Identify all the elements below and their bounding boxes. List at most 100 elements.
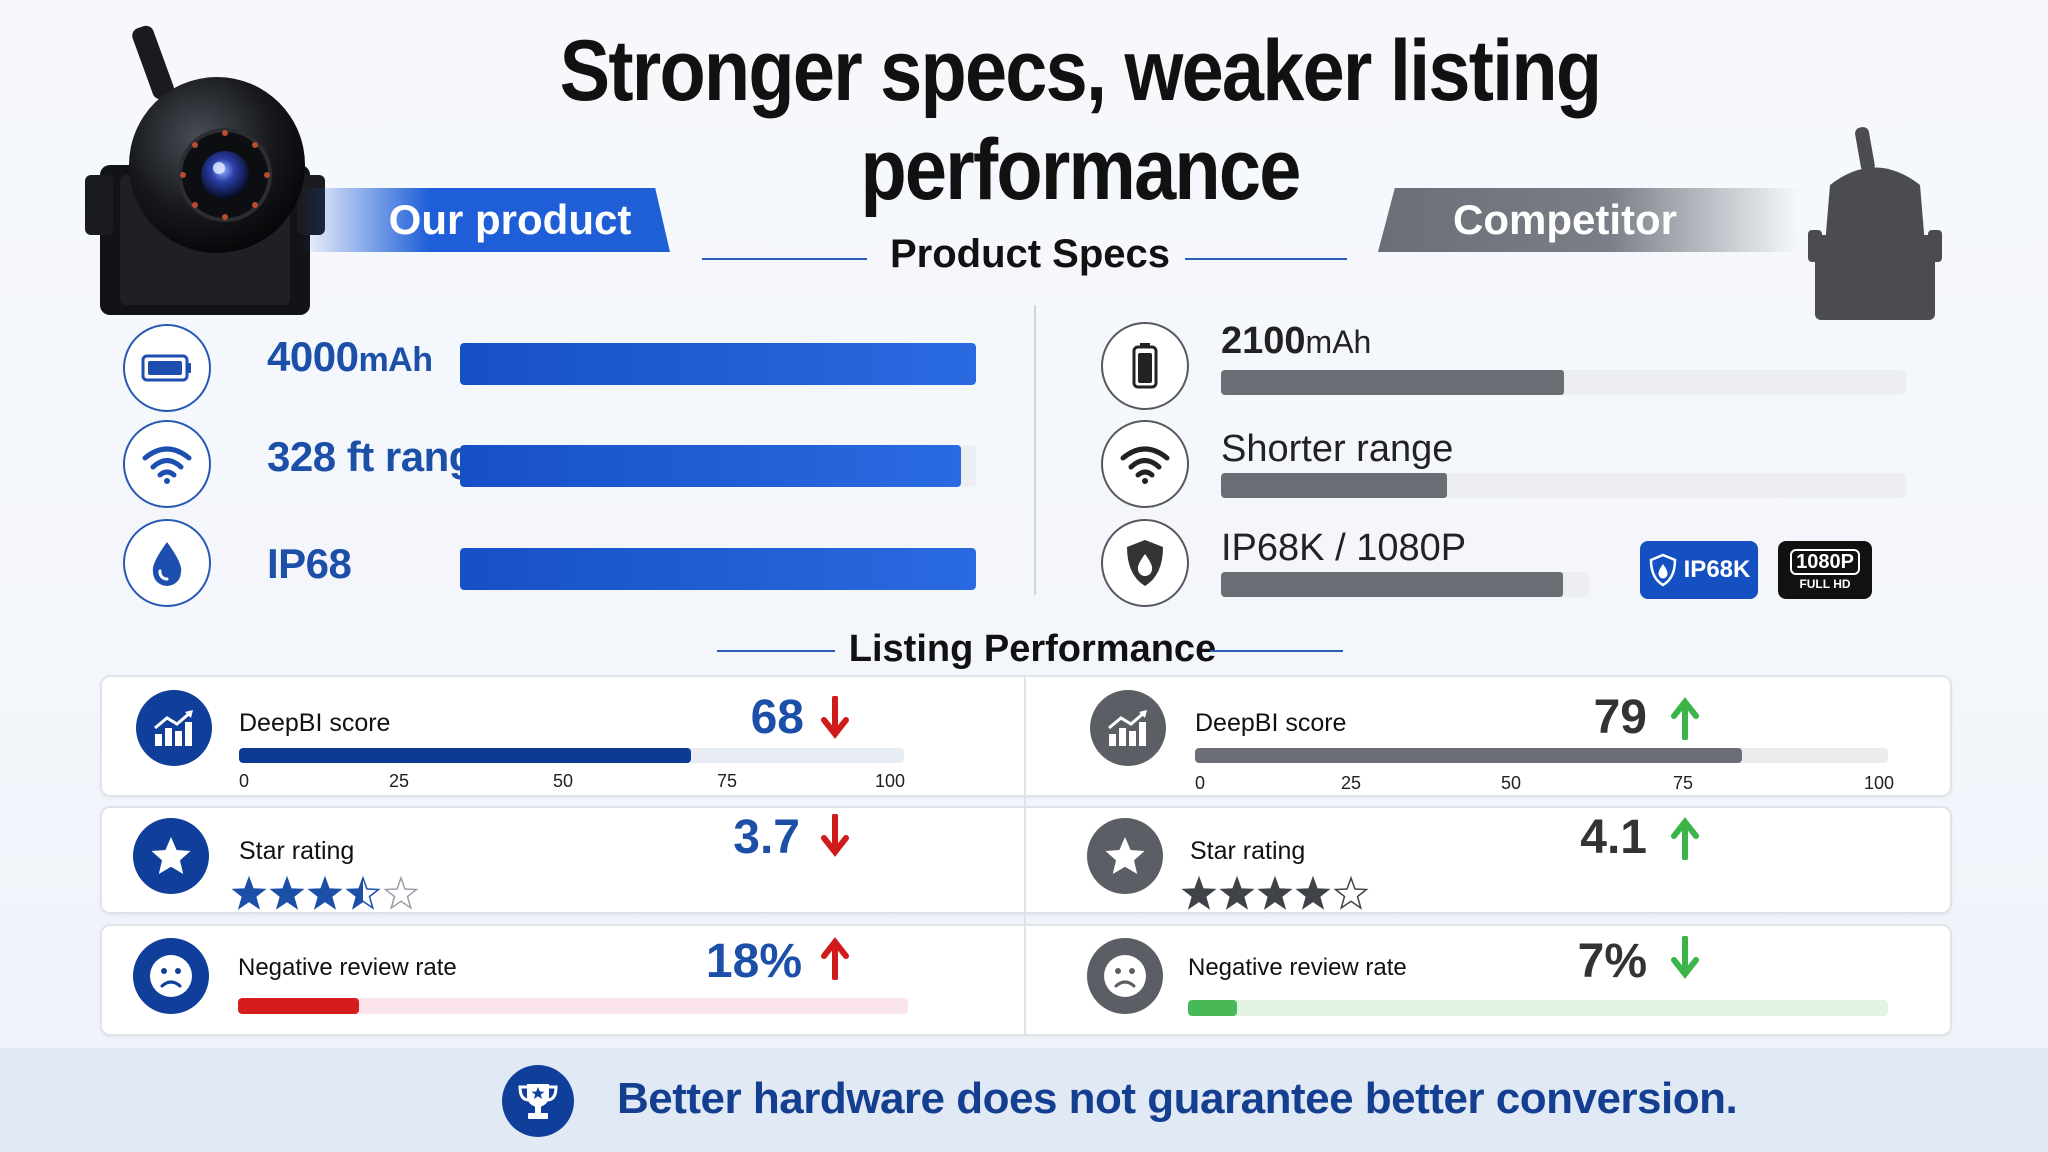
competitor-shield-drop-icon — [1101, 519, 1189, 607]
competitor-deepbi-chart-icon — [1090, 690, 1166, 766]
our-deepbi-bar — [239, 748, 904, 763]
our-deepbi-chart-icon — [136, 690, 212, 766]
competitor-battery-bar — [1221, 370, 1906, 395]
our-star-icon — [133, 818, 209, 894]
competitor-deepbi-tick-100: 100 — [1864, 773, 1895, 793]
our-deepbi-tick-50: 50 — [553, 771, 574, 791]
competitor-deepbi-label: DeepBI score — [1195, 709, 1347, 737]
competitor-label: Competitor — [1453, 196, 1677, 243]
our-battery-value: 4000mAh — [267, 333, 433, 380]
competitor-negative-review-bar-fill — [1188, 1000, 1237, 1016]
competitor-deepbi-tick-50: 50 — [1501, 773, 1522, 793]
our-star-3 — [307, 875, 343, 910]
competitor-deepbi-axis: 0 25 50 75 100 — [1195, 773, 1894, 795]
competitor-star-rating-value: 4.1 — [1580, 811, 1647, 864]
our-negative-review-bar-fill — [238, 998, 359, 1014]
our-negative-review-label: Negative review rate — [238, 954, 457, 981]
competitor-star-rating-label: Star rating — [1190, 837, 1306, 865]
competitor-battery-icon — [1101, 322, 1189, 410]
our-ip-bar-fill — [460, 548, 976, 590]
competitor-deepbi-tick-75: 75 — [1673, 773, 1694, 793]
our-range-bar — [460, 445, 976, 487]
our-star-1 — [231, 875, 267, 910]
our-ip-value: IP68 — [267, 540, 352, 587]
our-star-rating-value: 3.7 — [733, 811, 800, 864]
ip68k-badge: IP68K — [1640, 541, 1758, 599]
competitor-deepbi-bar — [1195, 748, 1888, 763]
our-negative-review-bar — [238, 998, 908, 1014]
fullhd-badge: 1080P FULL HD — [1778, 541, 1872, 599]
our-star-5 — [383, 875, 419, 910]
our-deepbi-value: 68 — [750, 691, 804, 744]
competitor-battery-value: 2100mAh — [1221, 320, 1372, 362]
competitor-sad-face-icon — [1087, 938, 1163, 1014]
our-star-2 — [269, 875, 305, 910]
fullhd-badge-label: FULL HD — [1799, 577, 1851, 591]
competitor-ip-bar — [1221, 572, 1589, 597]
competitor-deepbi-tick-0: 0 — [1195, 773, 1206, 793]
our-product-camera-image — [85, 25, 325, 315]
negative-review-card — [100, 924, 1952, 1036]
our-battery-bar-fill — [460, 343, 976, 385]
page-title: Stronger specs, weaker listing performan… — [559, 23, 1603, 218]
competitor-range-bar-fill — [1221, 473, 1448, 498]
product-specs-heading: Product Specs — [889, 232, 1171, 276]
competitor-deepbi-value: 79 — [1593, 691, 1647, 744]
competitor-star-rating-stars — [1181, 875, 1369, 910]
our-deepbi-tick-100: 100 — [875, 771, 906, 791]
competitor-star-4 — [1295, 875, 1331, 910]
our-ip-bar — [460, 548, 976, 590]
competitor-ribbon: Competitor — [1378, 188, 1798, 252]
competitor-deepbi-up-arrow-icon — [1671, 697, 1699, 740]
our-range-bar-fill — [460, 445, 961, 487]
our-deepbi-axis: 0 25 50 75 100 — [239, 771, 906, 793]
metrics-divider — [1024, 677, 1026, 1034]
our-wifi-icon — [123, 420, 211, 508]
column-divider — [1034, 305, 1036, 595]
our-battery-bar — [460, 343, 976, 385]
listing-performance-heading: Listing Performance — [848, 628, 1217, 670]
competitor-deepbi-tick-25: 25 — [1341, 773, 1362, 793]
shield-icon — [1649, 553, 1676, 587]
deepbi-card — [100, 675, 1952, 797]
our-deepbi-tick-75: 75 — [717, 771, 738, 791]
our-range-value: 328 ft range — [267, 433, 497, 480]
competitor-star-up-arrow-icon — [1671, 817, 1699, 860]
competitor-camera-silhouette — [1808, 127, 1942, 320]
our-water-drop-icon — [123, 519, 211, 607]
footer-banner — [0, 1048, 2048, 1152]
performance-heading-line-right — [1210, 650, 1343, 652]
competitor-range-value: Shorter range — [1221, 428, 1454, 470]
trophy-icon — [502, 1065, 574, 1137]
competitor-ip-bar-fill — [1221, 572, 1564, 597]
competitor-wifi-icon — [1101, 420, 1189, 508]
ip68k-badge-label: IP68K — [1683, 556, 1751, 583]
our-deepbi-down-arrow-icon — [821, 696, 849, 739]
competitor-star-3 — [1257, 875, 1293, 910]
competitor-range-bar — [1221, 473, 1906, 498]
fullhd-badge-resolution: 1080P — [1790, 549, 1860, 575]
our-sad-face-icon — [133, 938, 209, 1014]
our-negative-up-arrow-icon — [821, 937, 849, 980]
our-product-label: Our product — [388, 196, 632, 243]
our-deepbi-tick-0: 0 — [239, 771, 250, 791]
our-negative-review-value: 18% — [705, 935, 802, 988]
our-product-ribbon: Our product — [300, 188, 670, 252]
competitor-star-1 — [1181, 875, 1217, 910]
competitor-ip-value: IP68K / 1080P — [1221, 527, 1467, 569]
competitor-negative-review-bar — [1188, 1000, 1888, 1016]
our-deepbi-label: DeepBI score — [239, 709, 391, 737]
competitor-deepbi-bar-fill — [1195, 748, 1743, 763]
competitor-negative-review-label: Negative review rate — [1188, 954, 1407, 981]
our-deepbi-tick-25: 25 — [389, 771, 410, 791]
our-battery-icon — [123, 324, 211, 412]
competitor-star-5 — [1333, 875, 1369, 910]
competitor-star-icon — [1087, 818, 1163, 894]
footer-message: Better hardware does not guarantee bette… — [617, 1074, 1738, 1123]
competitor-negative-review-value: 7% — [1577, 935, 1647, 988]
our-star-rating-label: Star rating — [239, 837, 355, 865]
specs-heading-line-right — [1185, 258, 1347, 260]
our-star-down-arrow-icon — [821, 814, 849, 857]
competitor-star-2 — [1219, 875, 1255, 910]
our-deepbi-bar-fill — [239, 748, 692, 763]
